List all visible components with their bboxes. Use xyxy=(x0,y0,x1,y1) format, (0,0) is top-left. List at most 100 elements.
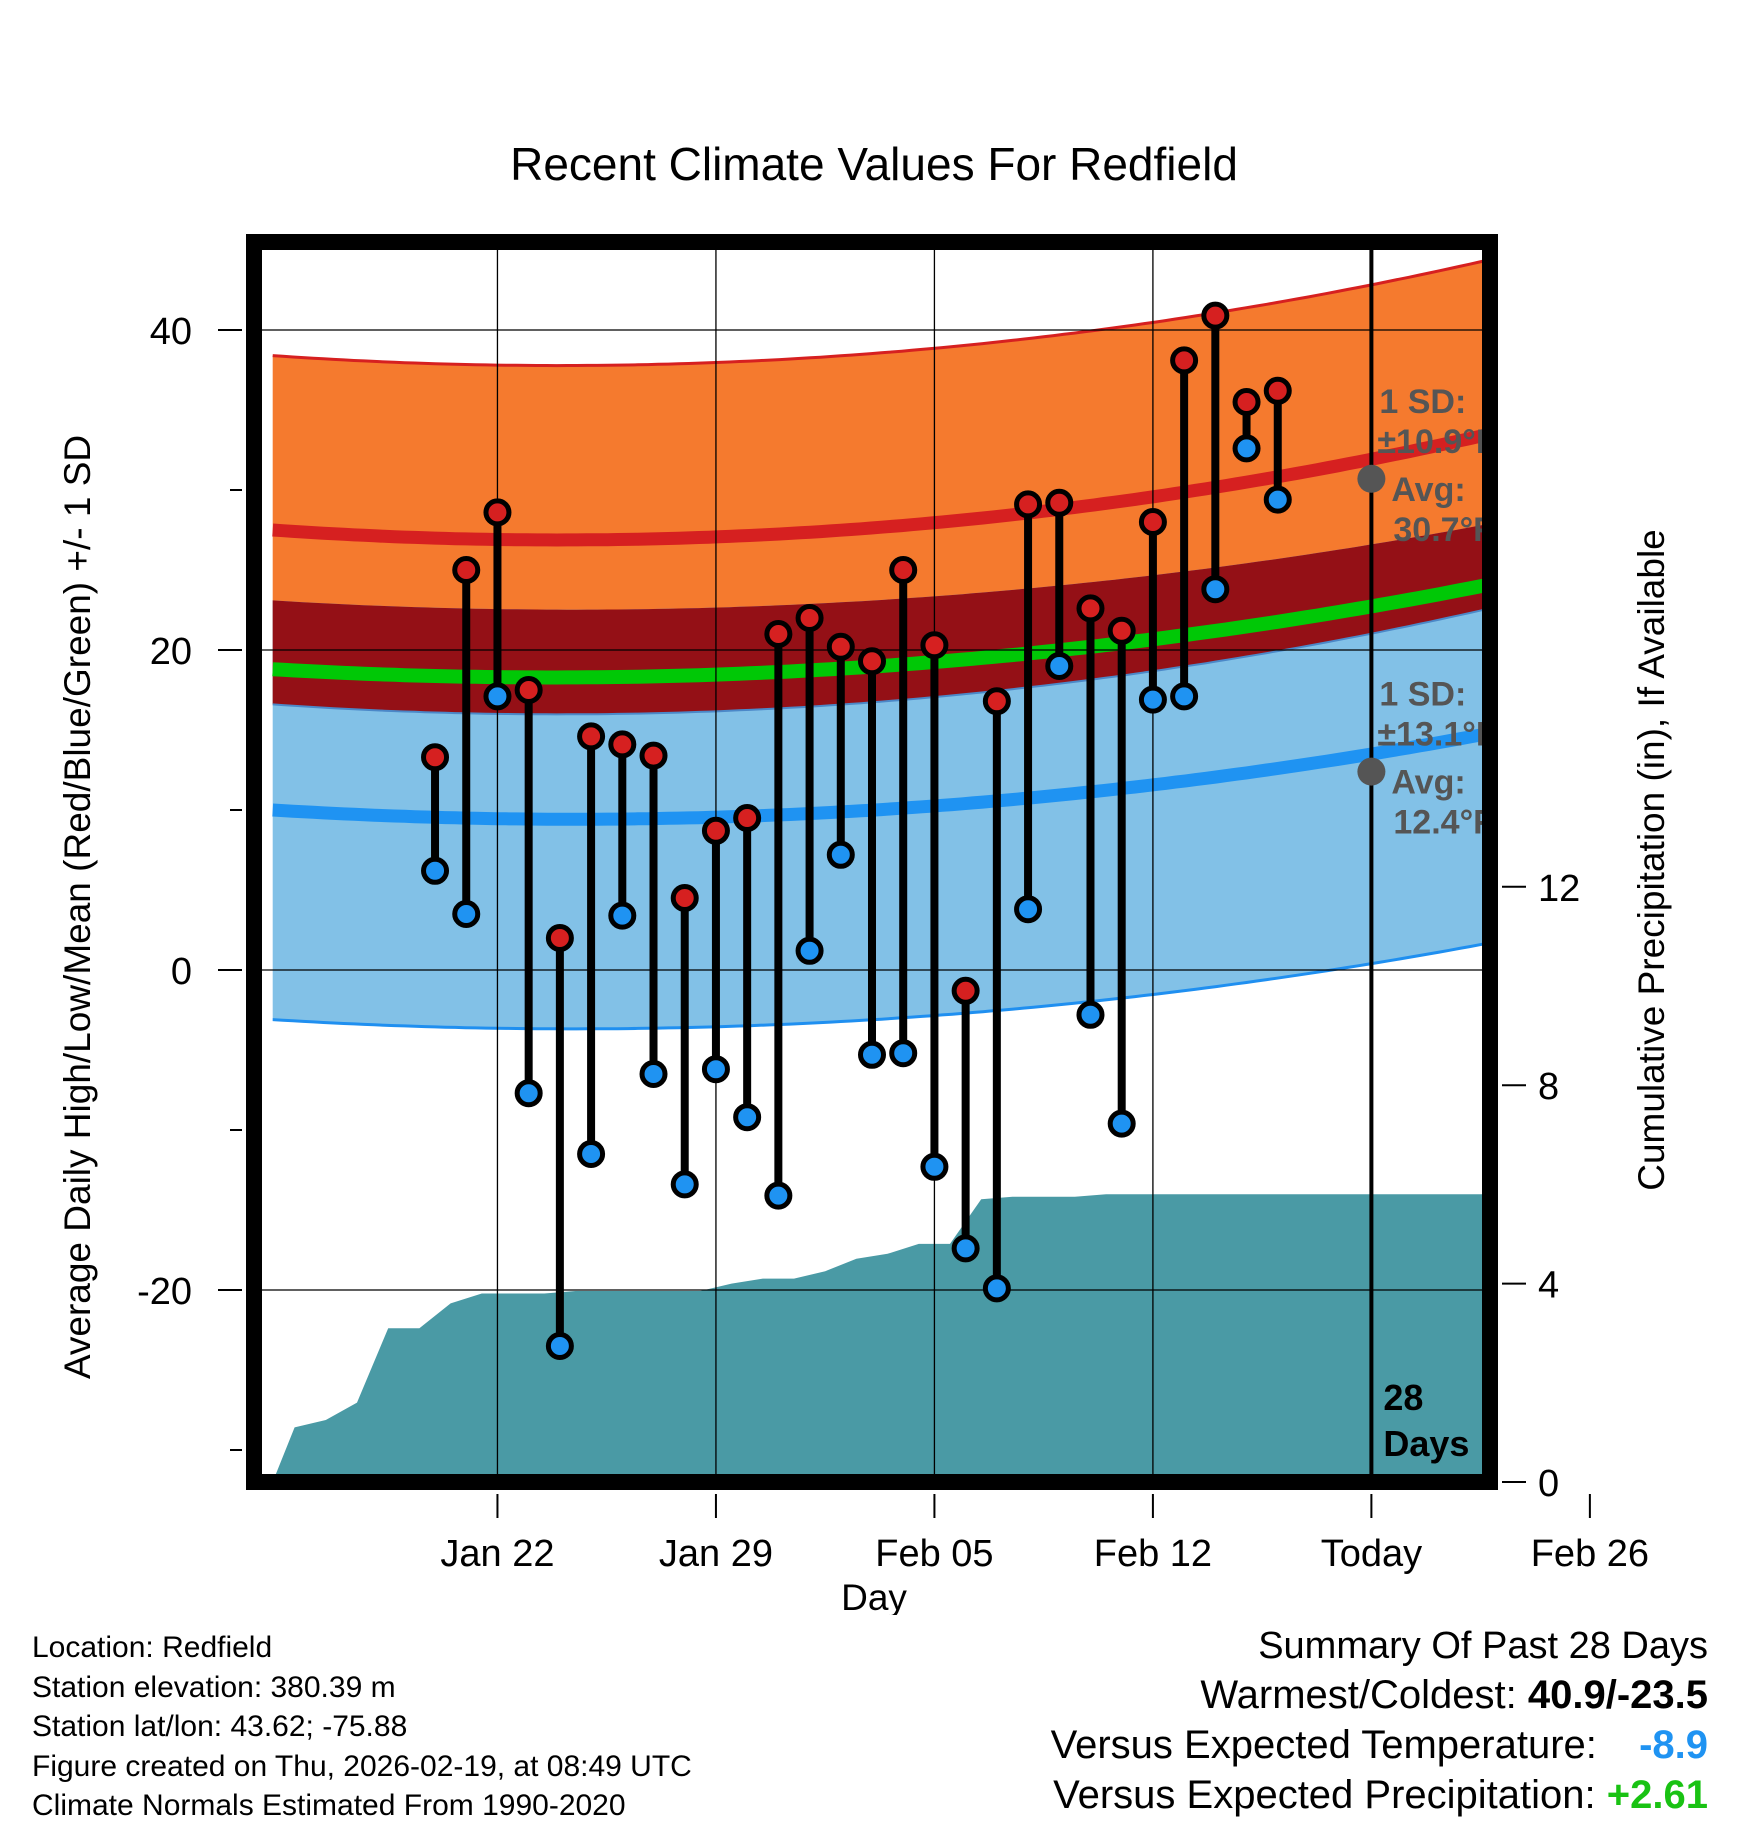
daily-low-point xyxy=(889,1039,918,1068)
x-tick-label: Feb 26 xyxy=(1531,1533,1649,1575)
y2-tick-label: 12 xyxy=(1538,868,1580,910)
y-tick-label: 40 xyxy=(150,311,192,353)
daily-high-point xyxy=(1107,616,1136,645)
low-sd-lower-line xyxy=(272,941,1490,1031)
summary-panel: Summary Of Past 28 Days Warmest/Coldest:… xyxy=(1051,1622,1708,1820)
latlon-text: Station lat/lon: 43.62; -75.88 xyxy=(32,1710,408,1743)
daily-low-point xyxy=(733,1103,762,1132)
daily-low-point xyxy=(1170,682,1199,711)
daily-low-point xyxy=(1076,1000,1105,1029)
x-tick-label: Jan 29 xyxy=(659,1533,773,1575)
daily-low-point xyxy=(858,1040,886,1069)
daily-high-point xyxy=(514,676,543,704)
high-avg-value: 30.7°F xyxy=(1393,511,1494,549)
temp-label: Versus Expected Temperature: xyxy=(1050,1723,1597,1767)
daily-low-point xyxy=(608,901,637,930)
daily-high-point xyxy=(982,687,1011,716)
daily-low-point xyxy=(545,1332,574,1360)
y2-tick-label: 8 xyxy=(1538,1066,1559,1108)
daily-low-point xyxy=(1107,1109,1136,1138)
low-sd-value: ±13.1°F xyxy=(1377,716,1496,754)
daily-low-point xyxy=(1045,652,1074,680)
daily-high-point xyxy=(826,632,855,661)
warm-cold-row: Warmest/Coldest: 40.9/-23.5 xyxy=(1051,1670,1708,1720)
daily-high-point xyxy=(1201,301,1230,330)
y-tick-label: -20 xyxy=(137,1271,192,1313)
days-count-label: 28 xyxy=(1383,1377,1423,1418)
daily-high-point xyxy=(545,924,574,952)
daily-low-point xyxy=(1201,575,1230,604)
daily-high-point xyxy=(1170,346,1199,375)
today-low-avg-marker xyxy=(1357,757,1386,786)
daily-low-point xyxy=(421,856,450,885)
x-tick-label: Jan 22 xyxy=(440,1533,554,1575)
x-tick-label: Feb 12 xyxy=(1094,1533,1212,1575)
station-info: Location: Redfield Station elevation: 38… xyxy=(32,1628,692,1826)
daily-high-point xyxy=(670,884,699,912)
high-sd-title: 1 SD: xyxy=(1379,383,1466,421)
daily-low-point xyxy=(764,1181,793,1210)
daily-low-point xyxy=(951,1234,980,1263)
daily-high-point xyxy=(795,604,824,632)
daily-high-point xyxy=(1138,508,1167,536)
x-axis-label: Day xyxy=(841,1577,907,1615)
summary-title: Summary Of Past 28 Days xyxy=(1258,1625,1708,1667)
daily-high-point xyxy=(951,976,980,1005)
created-text: Figure created on Thu, 2026-02-19, at 08… xyxy=(32,1749,692,1783)
y2-tick-label: 0 xyxy=(1538,1463,1559,1505)
daily-high-point xyxy=(1014,490,1043,519)
temp-value: -8.9 xyxy=(1639,1723,1708,1767)
warm-cold-label: Warmest/Coldest: xyxy=(1200,1673,1517,1717)
days-unit-label: Days xyxy=(1383,1423,1469,1464)
daily-low-point xyxy=(483,682,512,711)
daily-low-point xyxy=(670,1170,699,1199)
daily-high-point xyxy=(701,816,730,845)
daily-low-point xyxy=(1138,685,1167,714)
daily-high-point xyxy=(1045,488,1074,517)
high-sd-value: ±10.9°F xyxy=(1377,423,1496,461)
x-tick-label: Feb 05 xyxy=(875,1533,993,1575)
daily-high-point xyxy=(733,804,762,832)
today-high-avg-marker xyxy=(1357,464,1386,493)
daily-low-point xyxy=(701,1055,730,1084)
high-avg-title: Avg: xyxy=(1391,471,1465,509)
climate-chart: Recent Climate Values For Redfield 1 SD:… xyxy=(57,138,1672,1615)
precip-label: Versus Expected Precipitation: xyxy=(1053,1773,1596,1817)
daily-high-point xyxy=(639,741,668,770)
high-sd-upper-line xyxy=(272,258,1490,368)
daily-high-point xyxy=(577,722,606,751)
normal-low-line xyxy=(272,726,1490,826)
daily-low-point xyxy=(514,1079,543,1108)
daily-high-point xyxy=(858,647,886,676)
daily-low-point xyxy=(920,1152,949,1181)
low-avg-title: Avg: xyxy=(1391,764,1465,802)
daily-high-point xyxy=(1263,376,1292,405)
daily-low-point xyxy=(1263,485,1292,514)
daily-low-point xyxy=(639,1060,668,1088)
low-sd-title: 1 SD: xyxy=(1379,676,1466,714)
overlap-sd-band xyxy=(272,523,1490,715)
y-tick-label: 0 xyxy=(171,951,192,993)
y2-tick-label: 4 xyxy=(1538,1265,1559,1307)
daily-low-point xyxy=(452,900,481,928)
normal-high-line xyxy=(272,427,1490,547)
temp-row: Versus Expected Temperature: -8.9 xyxy=(1051,1720,1708,1770)
daily-low-point xyxy=(577,1140,606,1168)
y-axis-label: Average Daily High/Low/Mean (Red/Blue/Gr… xyxy=(57,435,98,1379)
daily-high-point xyxy=(889,556,918,584)
daily-high-point xyxy=(1076,594,1105,623)
daily-low-point xyxy=(795,936,824,965)
precip-area xyxy=(272,1194,1490,1482)
daily-high-point xyxy=(764,620,793,648)
plot-frame xyxy=(246,234,1498,1490)
y-tick-label: 20 xyxy=(150,631,192,673)
daily-high-point xyxy=(452,556,481,584)
precip-value: +2.61 xyxy=(1606,1773,1708,1817)
daily-low-point xyxy=(826,840,855,869)
daily-high-point xyxy=(1232,388,1261,416)
precip-row: Versus Expected Precipitation: +2.61 xyxy=(1051,1770,1708,1820)
location-text: Location: Redfield xyxy=(32,1631,273,1664)
daily-high-point xyxy=(421,743,450,772)
